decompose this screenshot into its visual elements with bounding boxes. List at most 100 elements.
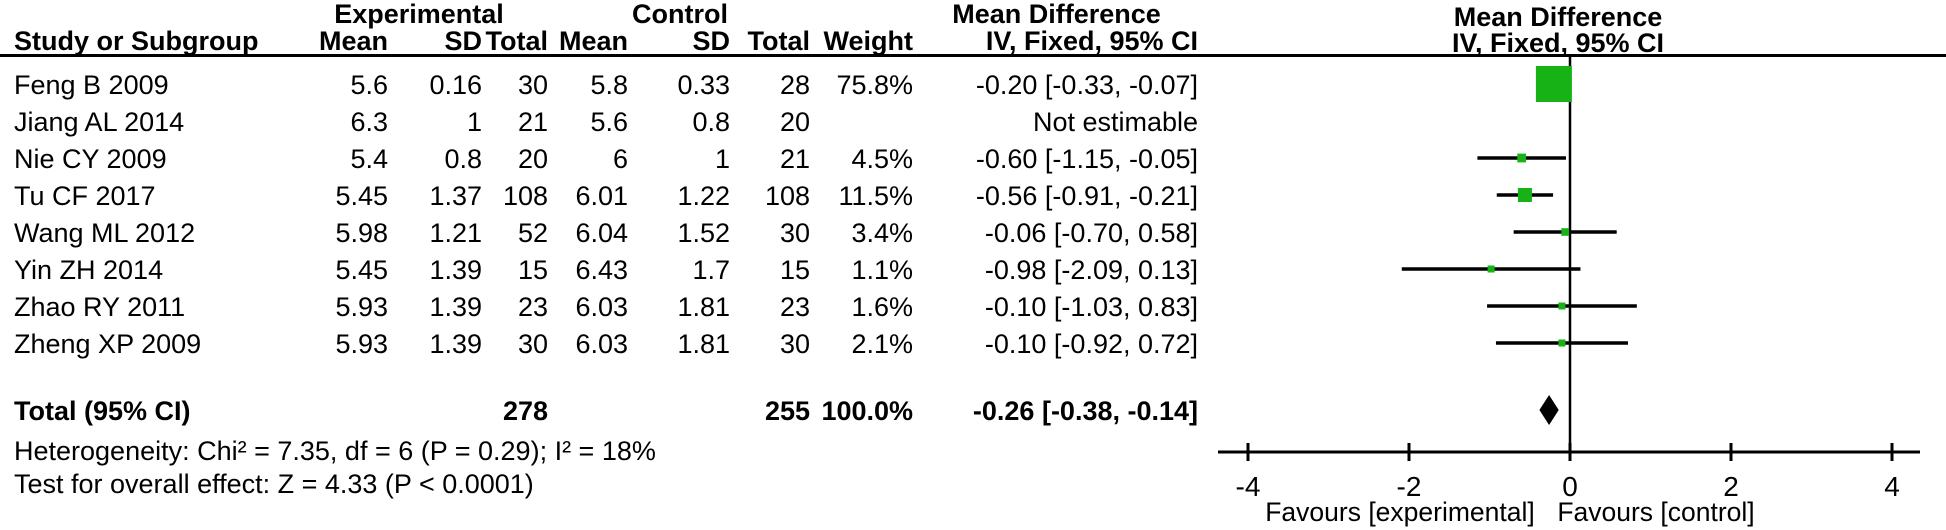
cell-mean-ctrl: 5.6 <box>590 107 629 137</box>
summary-diamond <box>1539 395 1559 425</box>
cell-mean-ctrl: 6.03 <box>575 329 629 359</box>
cell-weight <box>812 104 915 141</box>
total-ci: -0.26 [-0.38, -0.14] <box>972 396 1199 426</box>
cell-total-ctrl: 30 <box>779 329 811 359</box>
tick-label: 2 <box>1723 471 1739 502</box>
cell-weight: 1.6% <box>851 292 914 322</box>
group-header-mean-difference: Mean Difference <box>952 0 1161 29</box>
table-row: Nie CY 2009 5.4 0.8 20 6 1 21 4.5% -0.60 [-1.15,… <box>0 141 1200 178</box>
spacer-row <box>0 363 1200 393</box>
cell-study: Zheng XP 2009 <box>14 329 202 359</box>
header-rule <box>0 54 1946 57</box>
group-header-control: Control <box>632 0 729 29</box>
table-row: Tu CF 2017 5.45 1.37 108 6.01 1.22 108 11.5% -0.… <box>0 178 1200 215</box>
cell-mean-ctrl: 6 <box>612 144 629 174</box>
total-exp-n: 278 <box>502 396 549 426</box>
column-header-ci: IV, Fixed, 95% CI <box>985 26 1199 56</box>
overall-effect-note: Test for overall effect: Z = 4.33 (P < 0… <box>14 469 534 499</box>
cell-ci: -0.10 [-1.03, 0.83] <box>984 292 1199 322</box>
cell-mean-ctrl: 6.03 <box>575 292 629 322</box>
cell-total-exp: 30 <box>517 329 549 359</box>
cell-sd-exp: 0.16 <box>429 70 482 100</box>
cell-weight: 11.5% <box>838 181 914 211</box>
tick-label: 0 <box>1562 471 1578 502</box>
total-label: Total (95% CI) <box>14 396 191 426</box>
cell-mean-exp: 5.4 <box>350 144 388 174</box>
tick-label: -2 <box>1397 471 1422 502</box>
column-header-row: Study or Subgroup Mean SD Total Mean SD … <box>0 28 1200 55</box>
column-header-sd-exp: SD <box>444 26 482 56</box>
cell-mean-ctrl: 6.43 <box>575 255 629 285</box>
cell-weight: 4.5% <box>851 144 914 174</box>
cell-sd-exp: 1.21 <box>429 218 482 248</box>
cell-mean-ctrl: 5.8 <box>590 70 629 100</box>
cell-sd-ctrl: 1.22 <box>677 181 731 211</box>
cell-sd-exp: 1.37 <box>429 181 482 211</box>
cell-weight: 3.4% <box>851 218 914 248</box>
cell-sd-ctrl: 1.81 <box>677 292 731 322</box>
cell-study: Yin ZH 2014 <box>14 255 164 285</box>
plot-header-mean-difference: Mean Difference <box>1453 2 1663 32</box>
cell-mean-ctrl: 6.01 <box>575 181 629 211</box>
effect-square <box>1487 265 1495 273</box>
cell-sd-ctrl: 1.81 <box>677 329 731 359</box>
cell-total-ctrl: 21 <box>779 144 811 174</box>
effect-square <box>1517 153 1527 163</box>
cell-ci: -0.60 [-1.15, -0.05] <box>975 144 1199 174</box>
cell-study: Tu CF 2017 <box>14 181 156 211</box>
cell-mean-exp: 5.6 <box>350 70 388 100</box>
effect-square <box>1561 228 1569 236</box>
cell-weight: 2.1% <box>851 329 914 359</box>
cell-study: Zhao RY 2011 <box>14 292 186 322</box>
cell-sd-ctrl: 1.52 <box>677 218 731 248</box>
group-header-spacer <box>812 0 915 28</box>
cell-weight: 75.8% <box>836 70 914 100</box>
cell-mean-exp: 5.93 <box>335 329 388 359</box>
cell-ci: Not estimable <box>1032 107 1199 137</box>
cell-study: Wang ML 2012 <box>14 218 196 248</box>
cell-total-exp: 30 <box>517 70 549 100</box>
cell-total-ctrl: 23 <box>779 292 811 322</box>
cell-ci: -0.98 [-2.09, 0.13] <box>984 255 1199 285</box>
cell-total-exp: 108 <box>502 181 549 211</box>
cell-mean-exp: 5.93 <box>335 292 388 322</box>
favours-experimental-label: Favours [experimental] <box>1265 497 1535 527</box>
cell-ci: -0.56 [-0.91, -0.21] <box>975 181 1199 211</box>
effect-square <box>1558 302 1566 310</box>
cell-total-exp: 23 <box>517 292 549 322</box>
cell-total-ctrl: 28 <box>779 70 811 100</box>
table-row: Feng B 2009 5.6 0.16 30 5.8 0.33 28 75.8% -0.20 … <box>0 67 1200 104</box>
cell-total-exp: 20 <box>517 144 549 174</box>
column-header-total-exp: Total <box>485 26 549 56</box>
cell-ci: -0.06 [-0.70, 0.58] <box>984 218 1199 248</box>
study-table: Experimental Control Mean Difference Stu… <box>0 0 1200 430</box>
cell-total-ctrl: 15 <box>779 255 811 285</box>
table-row: Zhao RY 2011 5.93 1.39 23 6.03 1.81 23 1.6% -0.1… <box>0 289 1200 326</box>
forest-plot-panel: -4 -2 0 2 4 Favours [experimental] Favours [co… <box>1218 57 1920 527</box>
cell-sd-exp: 1.39 <box>429 329 482 359</box>
cell-total-ctrl: 30 <box>779 218 811 248</box>
cell-study: Jiang AL 2014 <box>14 107 185 137</box>
total-ctrl-n: 255 <box>764 396 811 426</box>
cell-sd-exp: 1.39 <box>429 255 482 285</box>
cell-total-exp: 21 <box>517 107 549 137</box>
cell-ci: -0.20 [-0.33, -0.07] <box>975 70 1199 100</box>
favours-control-label: Favours [control] <box>1557 497 1754 527</box>
cell-sd-ctrl: 0.33 <box>677 70 731 100</box>
effect-square <box>1558 339 1566 347</box>
column-header-total-ctrl: Total <box>747 26 811 56</box>
cell-sd-exp: 1 <box>466 107 482 137</box>
cell-ci: -0.10 [-0.92, 0.72] <box>984 329 1199 359</box>
column-header-mean-ctrl: Mean <box>558 26 629 56</box>
group-header-row: Experimental Control Mean Difference <box>0 0 1200 28</box>
total-row: Total (95% CI) 278 255 100.0% -0.26 [-0.… <box>0 393 1200 430</box>
effect-square <box>1535 66 1572 102</box>
cell-total-ctrl: 108 <box>764 181 811 211</box>
cell-sd-ctrl: 0.8 <box>692 107 731 137</box>
column-header-sd-ctrl: SD <box>692 26 731 56</box>
cell-sd-exp: 0.8 <box>444 144 482 174</box>
cell-total-ctrl: 20 <box>779 107 811 137</box>
cell-study: Feng B 2009 <box>14 70 169 100</box>
total-weight: 100.0% <box>821 396 914 426</box>
